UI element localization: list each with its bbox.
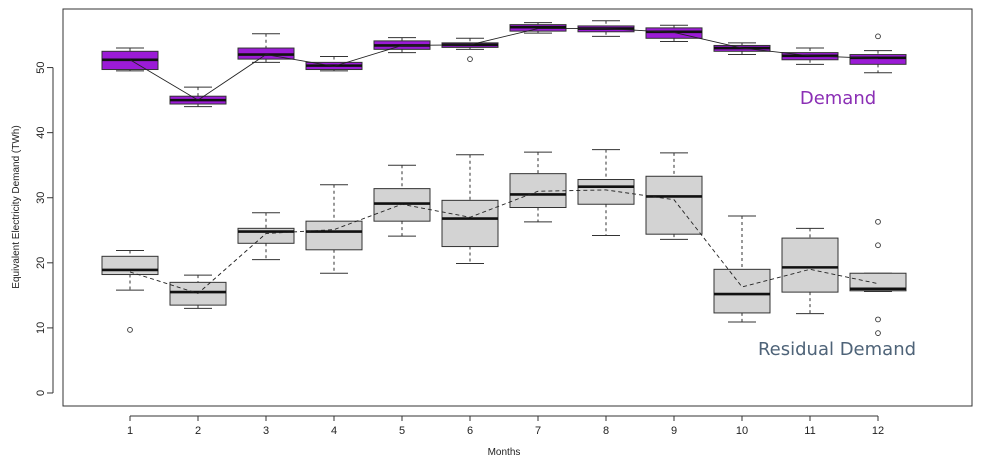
box-iqr (849, 272, 907, 292)
y-tick-label: 30 (35, 192, 47, 204)
y-axis-title: Equivalent Electricity Demand (TWh) (11, 125, 22, 288)
box-demand (441, 37, 499, 62)
x-tick-label: 12 (872, 425, 884, 437)
y-tick-label: 20 (35, 257, 47, 269)
mean-line-demand (129, 28, 879, 101)
x-tick-label: 9 (671, 425, 677, 437)
box-iqr (849, 54, 907, 65)
outlier-point (875, 33, 881, 40)
box-residual-demand (237, 212, 295, 261)
x-tick-label: 7 (535, 425, 541, 437)
box-residual-demand (713, 215, 771, 323)
outlier-point (875, 316, 881, 323)
box-iqr (645, 27, 703, 39)
box-demand (509, 22, 567, 34)
box-demand (101, 47, 159, 72)
box-demand (169, 86, 227, 108)
box-iqr (101, 255, 159, 276)
outlier-point (875, 242, 881, 249)
x-tick-label: 6 (467, 425, 473, 437)
box-residual-demand (441, 154, 499, 264)
box-residual-demand (509, 151, 567, 223)
outlier-point (875, 218, 881, 225)
box-residual-demand (101, 249, 159, 333)
box-residual-demand (373, 164, 431, 237)
y-tick-label: 0 (35, 390, 47, 396)
box-iqr (645, 175, 703, 235)
annotation-demand: Demand (800, 88, 876, 109)
box-iqr (781, 237, 839, 293)
x-tick-label: 4 (331, 425, 337, 437)
box-demand (645, 24, 703, 43)
x-tick-label: 8 (603, 425, 609, 437)
series-residual-demand (101, 149, 907, 336)
box-residual-demand (781, 227, 839, 315)
mean-line-residual-demand (129, 189, 879, 294)
x-tick-label: 11 (804, 425, 815, 437)
x-axis-title: Months (488, 447, 521, 458)
annotation-residual-demand: Residual Demand (758, 339, 916, 360)
series-demand (101, 20, 907, 108)
y-tick-label: 10 (35, 322, 47, 334)
box-iqr (305, 220, 363, 251)
x-tick-label: 10 (736, 425, 748, 437)
box-residual-demand (645, 152, 703, 240)
x-tick-label: 5 (399, 425, 405, 437)
x-axis: 1 2 3 4 5 6 7 8 9 10 11 12 (127, 415, 884, 437)
box-iqr (441, 199, 499, 248)
box-residual-demand (305, 184, 363, 274)
box-demand (237, 33, 295, 63)
outlier-point (127, 327, 133, 333)
plot-frame (62, 8, 973, 407)
x-tick-label: 1 (127, 425, 133, 437)
y-axis: 0 10 20 30 40 50 (35, 61, 54, 396)
box-demand (849, 33, 907, 74)
box-demand (713, 42, 771, 56)
series-layer (101, 20, 907, 336)
box-iqr (713, 268, 771, 314)
y-tick-label: 40 (35, 127, 47, 139)
outlier-point (875, 330, 881, 336)
box-residual-demand (169, 274, 227, 309)
box-iqr (577, 179, 635, 205)
outlier-point (467, 56, 473, 62)
box-residual-demand (849, 218, 907, 336)
x-tick-label: 2 (195, 425, 201, 437)
box-residual-demand (577, 149, 635, 236)
y-tick-label: 50 (35, 61, 47, 73)
box-demand (305, 56, 363, 72)
box-iqr (373, 188, 431, 222)
x-tick-label: 3 (263, 425, 269, 437)
